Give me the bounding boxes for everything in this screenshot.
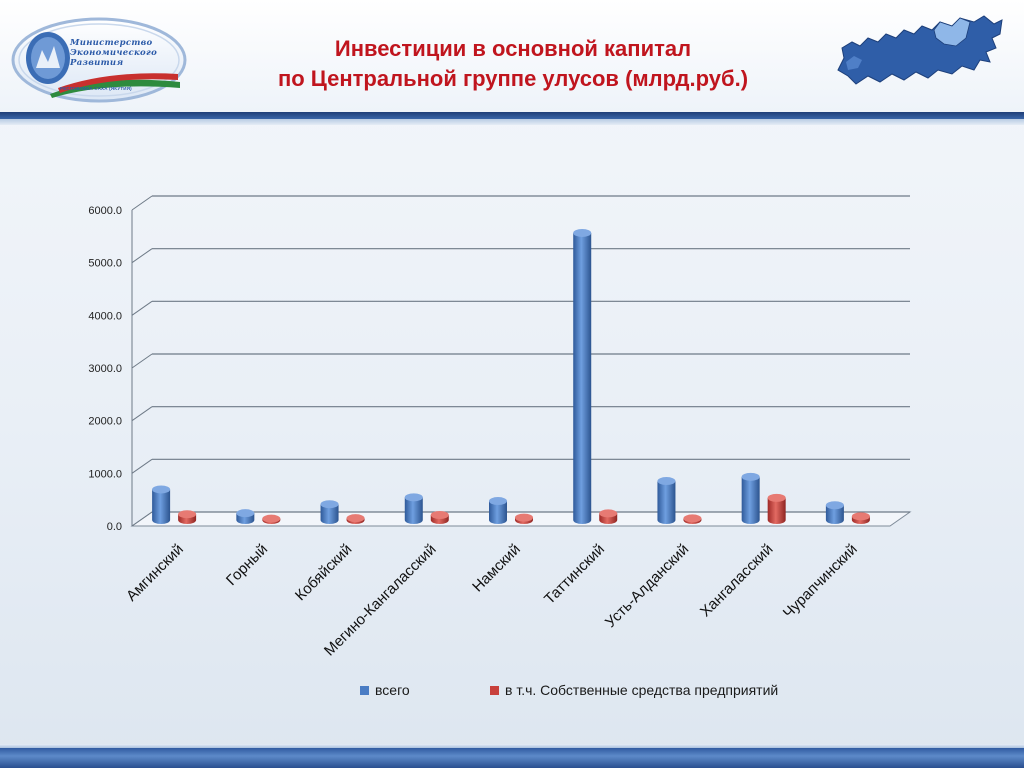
logo-line-1: Министерство [70,38,153,48]
gridline-side [131,353,153,369]
bar-own-funds-top [767,493,786,502]
bar-own-funds-top [430,510,449,519]
legend-item-total: всего [360,682,410,698]
bar-total [825,505,844,524]
bar-chart: 0.0 1000.0 2000.0 3000.0 4000.0 5000.0 6000.0 А… [88,195,912,659]
bar-total-top [404,493,423,502]
bar-total [741,476,760,524]
y-tick-label: 5000.0 [88,258,122,270]
logo-line-2: Экономического [70,48,158,58]
bar-own-funds-top [599,509,618,518]
bar-total-top [236,509,255,518]
gridline-side [131,300,153,316]
legend-label-total: всего [375,682,410,698]
footer-band [0,744,1024,768]
y-tick-label: 1000.0 [88,468,122,480]
logo-subtitle: РЕСПУБЛИКА САХА (ЯКУТИЯ) [60,86,132,91]
x-tick-label: Амгинский [123,541,187,605]
bar-total [657,481,676,524]
gridline-side [131,195,153,211]
bar-total-top [657,477,676,486]
x-tick-label: Усть-Алданский [602,541,692,631]
bar-own-funds-top [851,512,870,521]
russia-map-icon [837,15,1003,85]
bar-own-funds-top [178,510,197,519]
legend-swatch-red [490,685,499,695]
bar-own-funds [767,497,786,524]
bar-total [573,232,592,524]
y-tick-label: 4000.0 [88,310,122,322]
bar-own-funds-top [515,513,533,522]
header-divider-light [0,119,1024,125]
x-tick-label: Кобяйский [292,541,355,604]
gridline-side [131,406,153,422]
logo-emblem-icon [11,17,187,103]
gridline-side [131,458,153,474]
x-tick-label: Таттинский [541,541,608,608]
bar-total-top [825,501,844,510]
bar-total-top [320,500,339,509]
bar-total [320,504,339,524]
bar-total [404,497,423,524]
logo-line-3: Развития [70,58,124,68]
x-tick-label: Хангаласский [697,541,777,621]
bar-own-funds-top [346,514,365,523]
x-tick-label: Чурапчинский [780,541,861,622]
y-tick-label: 2000.0 [88,416,122,428]
slide-title: Инвестиции в основной капитал по Централ… [190,34,836,94]
title-line-1: Инвестиции в основной капитал [334,36,692,61]
x-tick-label: Горный [223,541,271,589]
gridline-side [131,248,153,264]
bar-total-top [741,472,760,481]
bar-total-top [152,485,171,494]
legend-label-own-funds: в т.ч. Собственные средства предприятий [505,682,779,698]
x-tick-label: Намский [469,541,524,596]
bar-own-funds-top [683,514,702,523]
bar-total-top [489,497,507,506]
gridline-side [131,511,153,527]
bar-total-top [573,228,592,237]
y-tick-label: 6000.0 [88,205,122,217]
legend-swatch-blue [360,685,369,695]
y-tick-label: 3000.0 [88,363,122,375]
y-tick-label: 0.0 [107,521,122,533]
bar-own-funds-top [262,514,281,523]
header-divider [0,112,1024,119]
legend-item-own-funds: в т.ч. Собственные средства предприятий [490,682,778,698]
ministry-logo: Министерство Экономического Развития РЕС… [10,16,188,104]
bar-total [489,501,507,524]
bar-total [152,489,171,524]
title-line-2: по Центральной группе улусов (млрд.руб.) [277,66,749,91]
